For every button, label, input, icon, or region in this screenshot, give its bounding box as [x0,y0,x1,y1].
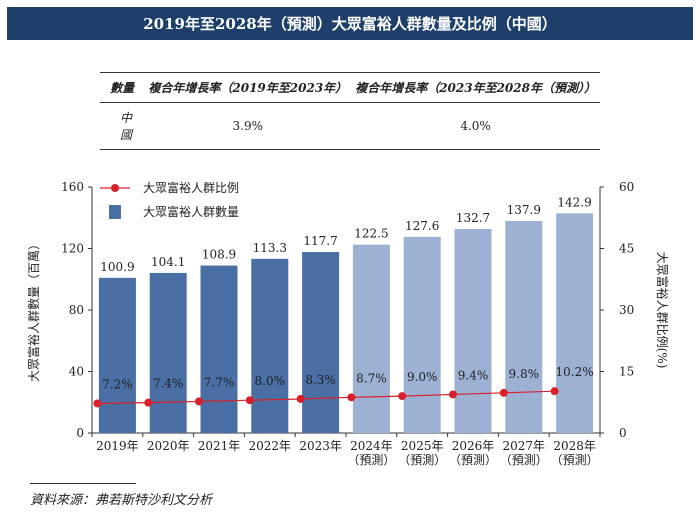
y-axis-label: 大眾富裕人群數量（百萬） [26,238,41,382]
ratio-value-label: 9.8% [509,367,540,381]
bar-value-label: 117.7 [303,234,337,248]
cagr-row-label: 中國 [100,102,145,150]
bar-value-label: 127.6 [405,219,439,233]
bar-value-label: 104.1 [151,255,185,269]
bar-value-label: 122.5 [354,227,388,241]
legend-bar-swatch [109,205,121,219]
table-row: 中國 3.9% 4.0% [100,102,600,150]
x-tick-label: 2021年 [198,439,241,453]
ratio-value-label: 8.7% [356,371,387,385]
x-tick-label: 2028年 [553,439,596,453]
x-tick-sublabel: （預測） [398,453,446,467]
bar-value-label: 113.3 [253,241,287,255]
ratio-point [550,387,559,396]
bar [505,220,543,433]
left-tick-label: 120 [61,242,84,256]
ratio-point [195,397,203,406]
x-tick-label: 2025年 [401,439,444,453]
right-tick-label: 45 [619,242,634,256]
x-tick-label: 2026年 [452,439,495,453]
ratio-line [97,390,555,405]
right-tick-label: 30 [619,303,634,317]
legend-line-label: 大眾富裕人群比例 [143,180,239,195]
x-tick-label: 2027年 [503,439,546,453]
ratio-value-label: 8.0% [255,374,286,388]
x-tick-label: 2024年 [350,439,393,453]
bar [200,265,238,433]
bar-value-label: 137.9 [507,203,541,217]
ratio-value-label: 9.0% [407,370,438,384]
left-tick-label: 0 [76,426,84,440]
bar-value-label: 108.9 [202,248,236,262]
cagr-header-2023-2028: 複合年增長率（2023年至2028年（預測）） [351,72,600,103]
right-tick-label: 60 [619,180,634,194]
ratio-value-label: 7.2% [102,377,133,391]
ratio-point [296,394,305,403]
ratio-point [347,393,356,402]
ratio-value-label: 9.4% [458,368,489,382]
bar [302,252,340,433]
ratio-point [398,392,407,401]
ratio-value-label: 7.7% [204,375,235,389]
x-tick-sublabel: （預測） [449,453,497,467]
right-tick-label: 0 [619,426,627,440]
source-note: 資料來源：弗若斯特沙利文分析 [30,493,213,508]
cagr-header-volume: 數量 [100,72,145,103]
ratio-point [93,399,102,408]
ratio-point [144,398,153,407]
legend-bar-label: 大眾富裕人群數量 [143,204,239,219]
bar [403,236,441,433]
left-tick-label: 160 [61,180,84,194]
ratio-value-label: 8.3% [305,373,336,387]
cagr-header-row: 數量 複合年增長率（2019年至2023年） 複合年增長率（2023年至2028… [100,72,600,103]
x-tick-sublabel: （預測） [500,453,548,467]
bar-value-label: 142.9 [557,195,591,209]
cagr-table: 數量 複合年增長率（2019年至2023年） 複合年增長率（2023年至2028… [100,72,600,150]
x-tick-label: 2019年 [96,439,139,453]
ratio-value-label: 7.4% [153,377,184,391]
right-tick-label: 15 [619,365,634,379]
ratio-value-label: 10.2% [556,365,594,379]
bar [556,213,594,433]
bar-value-label: 100.9 [100,260,134,274]
cagr-value-2023-2028: 4.0% [351,102,600,150]
left-tick-label: 40 [69,365,84,379]
x-tick-label: 2022年 [249,439,292,453]
combo-chart: 0 40 80 120 160 0 15 30 45 60 大眾富裕人群數量（百萬） 大眾富裕人群比例… [26,180,670,467]
x-tick-label: 2020年 [147,439,190,453]
x-tick-label: 2023年 [299,439,342,453]
legend-line-marker [111,184,119,192]
bar [454,228,492,433]
ratio-point [499,388,508,397]
left-tick-label: 80 [69,303,84,317]
cagr-header-2019-2023: 複合年增長率（2019年至2023年） [144,72,352,103]
ratio-point [245,396,254,405]
ratio-point [449,390,457,399]
cagr-value-2019-2023: 3.9% [144,102,352,150]
bar-value-label: 132.7 [456,211,490,225]
x-tick-sublabel: （預測） [551,453,599,467]
bar [352,244,390,433]
bar [251,258,289,433]
source-divider [30,483,136,484]
chart-title: 2019年至2028年（預測）大眾富裕人群數量及比例（中國） [7,7,693,40]
y2-axis-label: 大眾富裕人群比例(%) [655,252,670,369]
x-tick-sublabel: （預測） [347,453,395,467]
bar [98,277,136,433]
bar [149,272,187,433]
